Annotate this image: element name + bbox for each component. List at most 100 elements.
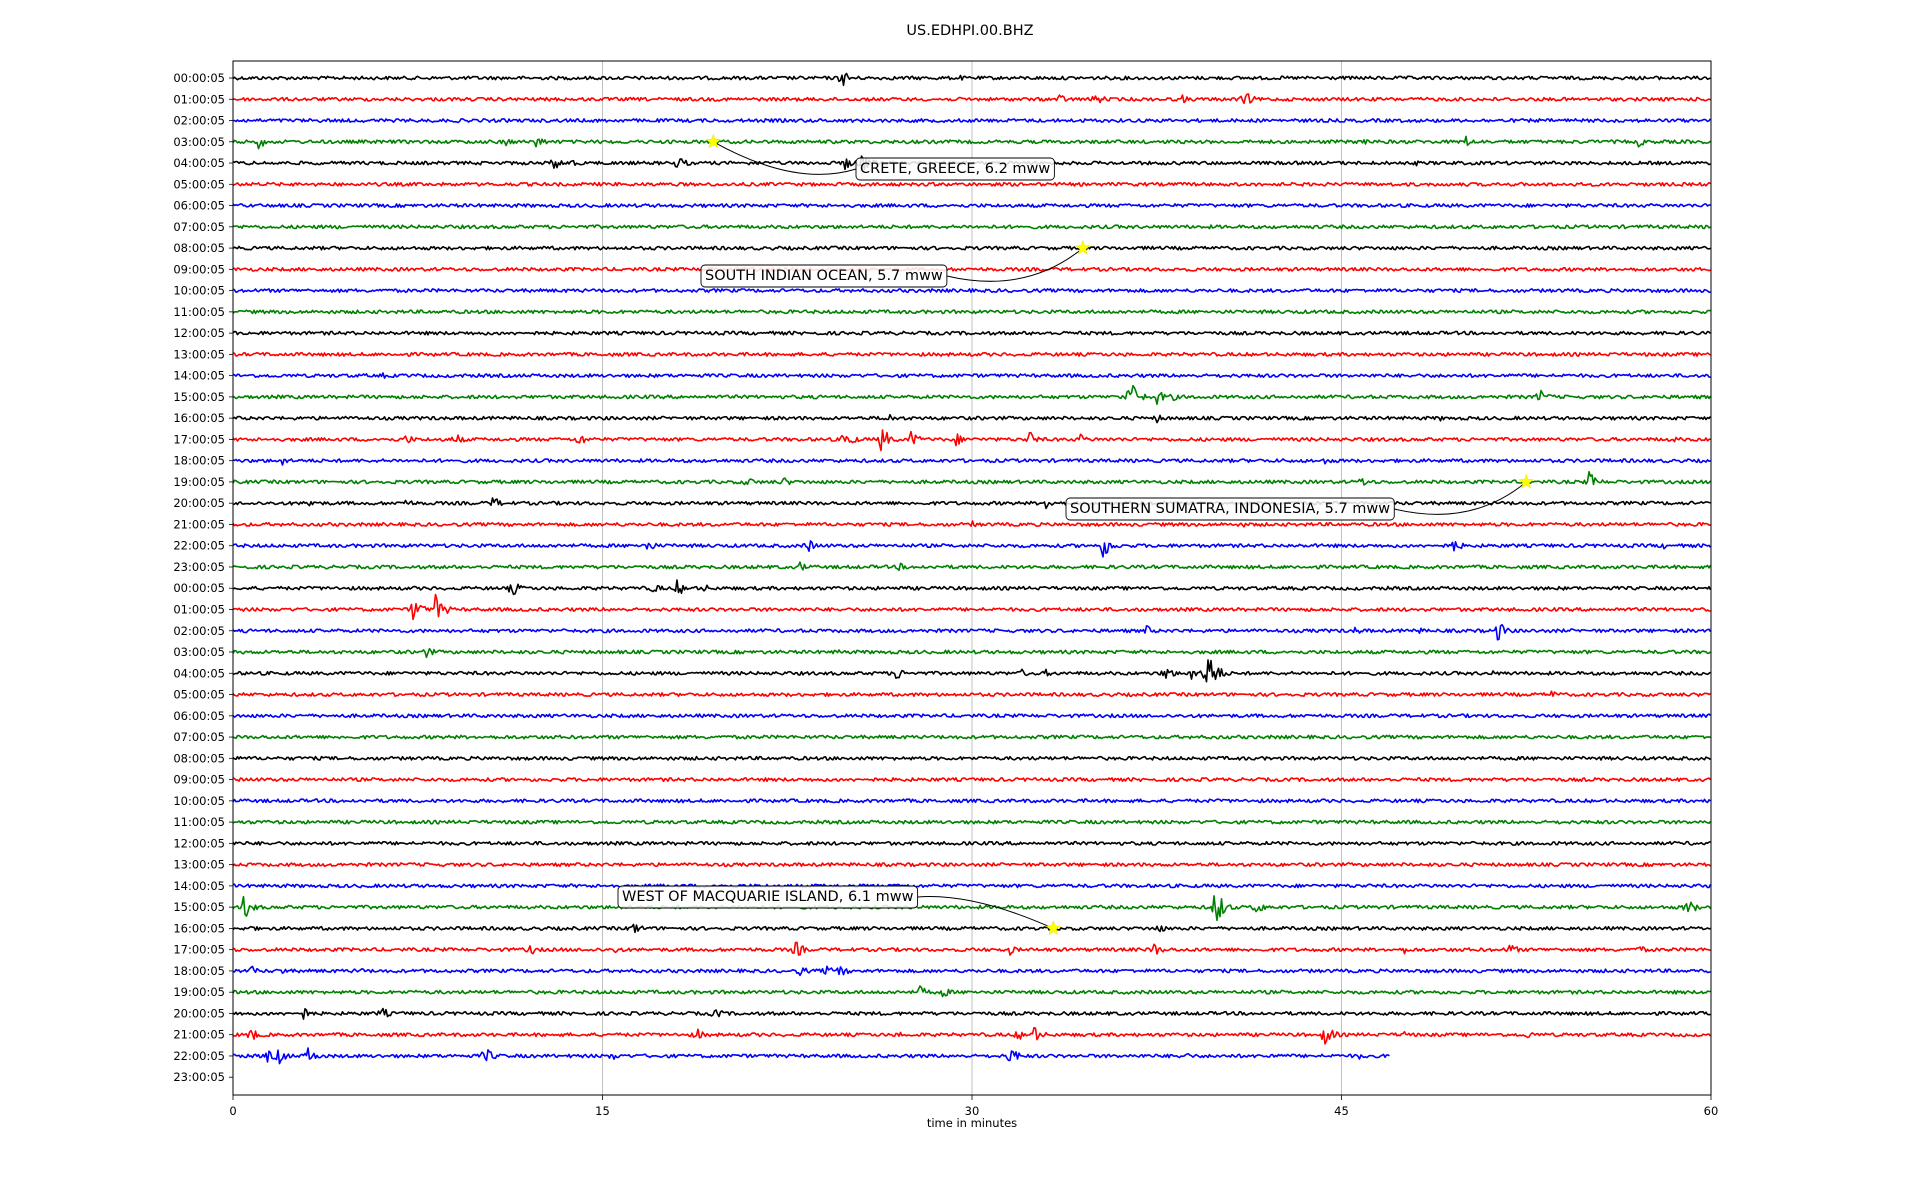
y-tick-label-21: 21:00:05 <box>173 517 225 531</box>
trace-row-46 <box>232 1047 1390 1065</box>
y-tick-label-3: 03:00:05 <box>173 135 225 149</box>
x-axis-ticks: 0 15 30 45 60 <box>229 1095 1718 1118</box>
y-tick-label-10: 10:00:05 <box>173 284 225 298</box>
trace-row-40 <box>232 923 1711 934</box>
trace-row-33 <box>232 777 1712 783</box>
trace-row-28 <box>232 659 1711 683</box>
x-tick-label-2: 30 <box>965 1104 980 1118</box>
trace-row-6 <box>232 203 1711 208</box>
event-annotation-2: SOUTHERN SUMATRA, INDONESIA, 5.7 mww <box>1065 473 1535 521</box>
event-star-0 <box>705 133 722 149</box>
y-tick-label-15: 15:00:05 <box>173 390 225 404</box>
y-tick-label-42: 18:00:05 <box>173 964 225 978</box>
y-tick-label-20: 20:00:05 <box>173 496 225 510</box>
y-tick-label-2: 02:00:05 <box>173 114 225 128</box>
y-tick-label-4: 04:00:05 <box>173 156 225 170</box>
y-tick-label-31: 07:00:05 <box>173 730 225 744</box>
y-tick-label-9: 09:00:05 <box>173 262 225 276</box>
trace-row-39 <box>232 895 1712 922</box>
y-tick-label-28: 04:00:05 <box>173 666 225 680</box>
trace-row-26 <box>232 623 1712 641</box>
event-star-1 <box>1075 239 1091 255</box>
event-star-2 <box>1518 473 1535 489</box>
trace-row-36 <box>232 840 1711 846</box>
event-annotation-0: CRETE, GREECE, 6.2 mww <box>705 133 1055 181</box>
y-tick-label-36: 12:00:05 <box>173 836 225 850</box>
event-annotation-1: SOUTH INDIAN OCEAN, 5.7 mww <box>700 239 1091 288</box>
trace-row-8 <box>232 245 1711 251</box>
y-tick-label-25: 01:00:05 <box>173 603 225 617</box>
trace-row-29 <box>232 690 1711 697</box>
y-tick-label-47: 23:00:05 <box>173 1070 225 1084</box>
y-tick-label-45: 21:00:05 <box>173 1028 225 1042</box>
y-tick-label-8: 08:00:05 <box>173 241 225 255</box>
x-axis-label: time in minutes <box>927 1116 1017 1130</box>
event-label-1: SOUTH INDIAN OCEAN, 5.7 mww <box>705 268 943 284</box>
trace-row-10 <box>232 288 1711 294</box>
trace-row-1 <box>232 93 1711 105</box>
x-tick-label-0: 0 <box>229 1104 236 1118</box>
y-tick-label-17: 17:00:05 <box>173 432 225 446</box>
y-tick-label-41: 17:00:05 <box>173 943 225 957</box>
trace-row-45 <box>232 1026 1712 1045</box>
event-annotations: CRETE, GREECE, 6.2 mww SOUTH INDIAN OCEAN… <box>617 133 1535 936</box>
y-tick-label-40: 16:00:05 <box>173 921 225 935</box>
trace-row-11 <box>232 309 1711 315</box>
x-tick-label-4: 60 <box>1704 1104 1719 1118</box>
y-tick-label-13: 13:00:05 <box>173 347 225 361</box>
trace-row-44 <box>232 1007 1711 1020</box>
y-tick-label-1: 01:00:05 <box>173 92 225 106</box>
event-label-2: SOUTHERN SUMATRA, INDONESIA, 5.7 mww <box>1070 501 1390 517</box>
event-annotation-3: WEST OF MACQUARIE ISLAND, 6.1 mww <box>617 885 1062 936</box>
event-connector-0 <box>713 141 857 175</box>
event-label-0: CRETE, GREECE, 6.2 mww <box>860 161 1050 177</box>
y-tick-label-19: 19:00:05 <box>173 475 225 489</box>
x-tick-label-1: 15 <box>595 1104 610 1118</box>
trace-row-38 <box>232 883 1712 889</box>
trace-row-22 <box>232 540 1712 558</box>
y-tick-label-14: 14:00:05 <box>173 369 225 383</box>
y-tick-label-18: 18:00:05 <box>173 454 225 468</box>
grid-lines <box>602 61 1342 1095</box>
y-tick-label-22: 22:00:05 <box>173 539 225 553</box>
y-tick-label-23: 23:00:05 <box>173 560 225 574</box>
y-tick-label-30: 06:00:05 <box>173 709 225 723</box>
trace-row-43 <box>232 985 1711 998</box>
y-tick-label-39: 15:00:05 <box>173 900 225 914</box>
trace-row-19 <box>232 470 1712 486</box>
y-tick-label-37: 13:00:05 <box>173 858 225 872</box>
trace-row-3 <box>232 135 1712 150</box>
trace-row-15 <box>232 384 1712 405</box>
y-tick-label-34: 10:00:05 <box>173 794 225 808</box>
y-tick-label-5: 05:00:05 <box>173 177 225 191</box>
chart-title: US.EDHPI.00.BHZ <box>906 23 1033 39</box>
event-connector-3 <box>917 896 1054 929</box>
trace-row-18 <box>232 458 1711 466</box>
trace-row-14 <box>232 372 1711 379</box>
trace-row-9 <box>233 266 1711 272</box>
trace-row-24 <box>232 579 1712 596</box>
y-tick-label-33: 09:00:05 <box>173 773 225 787</box>
trace-row-31 <box>232 734 1711 740</box>
x-tick-label-3: 45 <box>1334 1104 1349 1118</box>
trace-row-21 <box>232 520 1711 528</box>
trace-row-41 <box>232 941 1711 956</box>
trace-row-30 <box>232 713 1712 719</box>
y-tick-label-32: 08:00:05 <box>173 751 225 765</box>
trace-row-5 <box>232 181 1711 187</box>
y-tick-label-0: 00:00:05 <box>173 71 225 85</box>
event-connector-2 <box>1394 481 1527 515</box>
event-label-box-0 <box>855 157 1055 181</box>
trace-row-37 <box>232 862 1711 868</box>
seismic-traces <box>232 72 1712 1065</box>
event-star-3 <box>1045 920 1062 936</box>
y-tick-label-26: 02:00:05 <box>173 624 225 638</box>
y-tick-label-27: 03:00:05 <box>173 645 225 659</box>
trace-row-7 <box>232 224 1711 230</box>
y-tick-label-43: 19:00:05 <box>173 985 225 999</box>
trace-row-35 <box>232 819 1712 825</box>
y-tick-label-16: 16:00:05 <box>173 411 225 425</box>
event-label-box-2 <box>1065 497 1395 521</box>
y-tick-label-35: 11:00:05 <box>173 815 225 829</box>
